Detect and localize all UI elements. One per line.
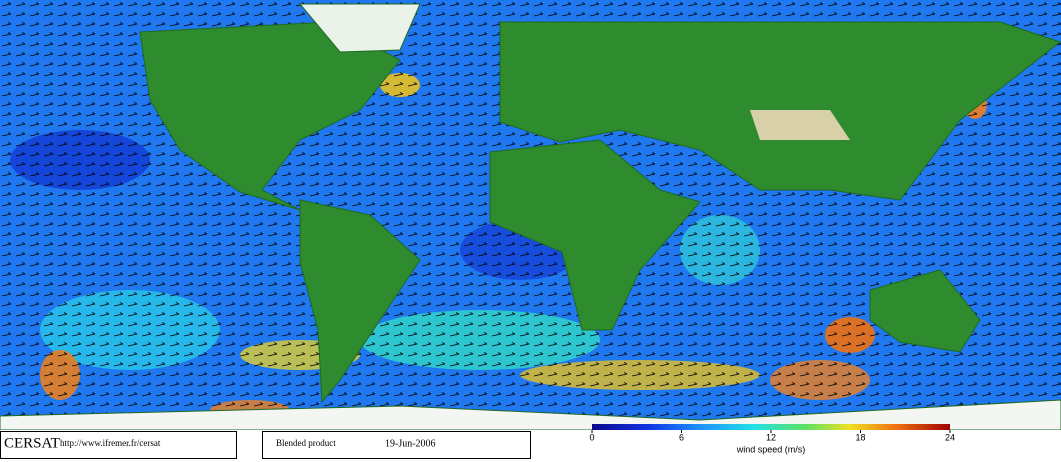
colorbar-tick-label: 18	[855, 432, 865, 442]
date: 19-Jun-2006	[385, 438, 436, 449]
logo: CERSAT	[4, 435, 60, 451]
colorbar-tick-label: 0	[589, 432, 594, 442]
credit-box	[0, 431, 237, 459]
colorbar-tick-label: 24	[945, 432, 955, 442]
colorbar-tick-label: 12	[766, 432, 776, 442]
product-name: Blended product	[276, 438, 336, 448]
product-box	[262, 431, 531, 459]
colorbar-label: wind speed (m/s)	[736, 444, 806, 454]
land	[0, 3, 1061, 431]
colorbar	[592, 424, 950, 430]
colorbar-tick-label: 6	[679, 432, 684, 442]
footer: CERSAT http://www.ifremer.fr/cersat Blen…	[0, 424, 1061, 462]
url: http://www.ifremer.fr/cersat	[60, 438, 161, 448]
